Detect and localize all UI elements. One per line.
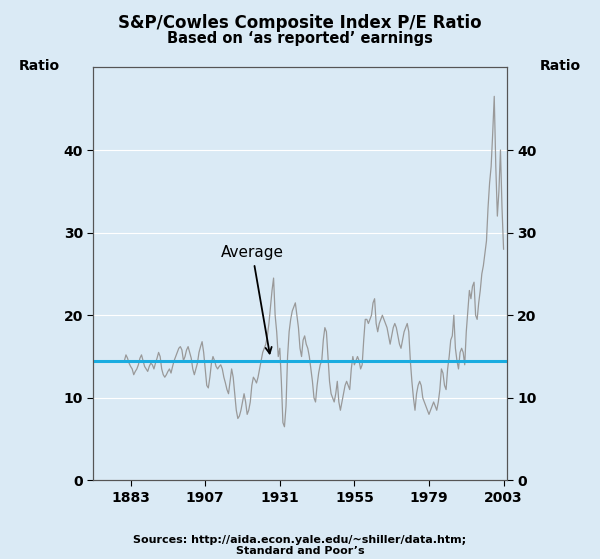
Text: Based on ‘as reported’ earnings: Based on ‘as reported’ earnings	[167, 31, 433, 46]
Text: Average: Average	[221, 245, 284, 353]
Y-axis label: Ratio: Ratio	[540, 59, 581, 73]
Text: S&P/Cowles Composite Index P/E Ratio: S&P/Cowles Composite Index P/E Ratio	[118, 14, 482, 32]
Text: Sources: http://aida.econ.yale.edu/~shiller/data.htm;
Standard and Poor’s: Sources: http://aida.econ.yale.edu/~shil…	[133, 534, 467, 556]
Y-axis label: Ratio: Ratio	[19, 59, 60, 73]
